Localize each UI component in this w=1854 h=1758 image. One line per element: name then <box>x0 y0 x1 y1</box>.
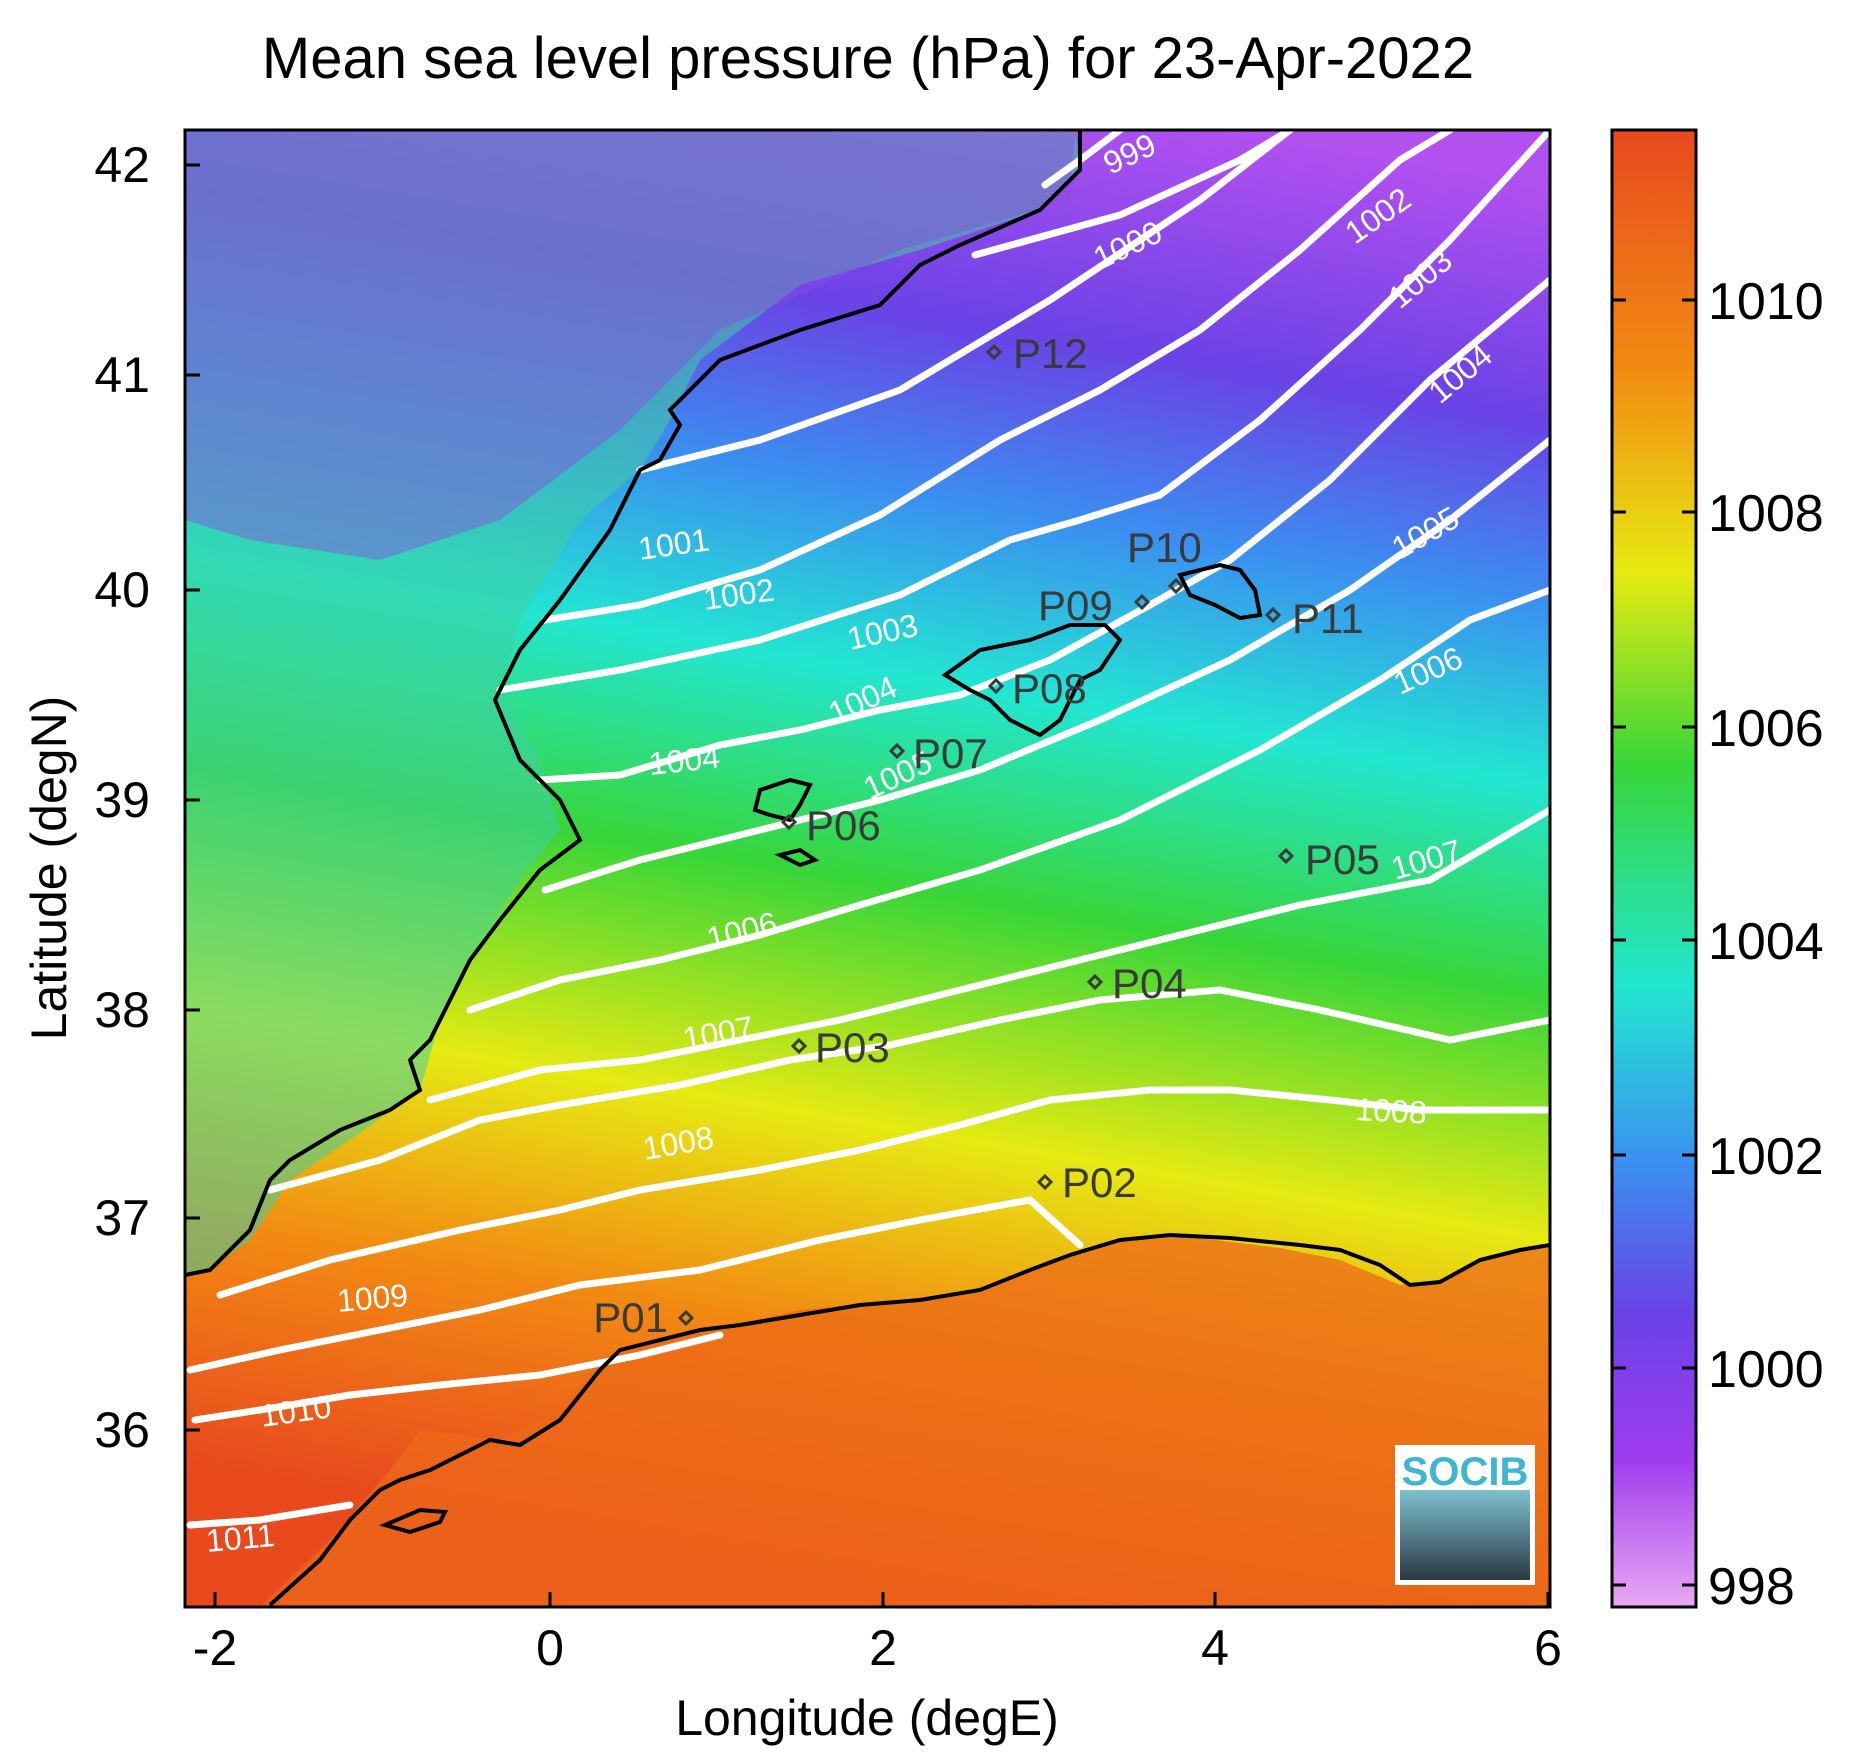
colorbar-tick-label: 998 <box>1708 1558 1795 1616</box>
y-tick-label: 41 <box>94 347 150 403</box>
socib-logo: SOCIB <box>1395 1445 1535 1585</box>
x-tick-label: 0 <box>536 1620 564 1676</box>
logo-text: SOCIB <box>1402 1450 1529 1494</box>
colorbar-ticks: 1010 1008 1006 1004 1002 1000 998 <box>1612 273 1824 1616</box>
station-marker <box>1264 606 1282 624</box>
x-tick-label: 2 <box>869 1620 897 1676</box>
station-label: P03 <box>815 1024 890 1071</box>
contour-label: 1011 <box>204 1517 276 1559</box>
y-axis-label: Latitude (degN) <box>21 696 77 1041</box>
station-p07: P07 <box>888 730 988 777</box>
y-tick-label: 38 <box>94 982 150 1038</box>
station-p04: P04 <box>1086 960 1187 1007</box>
station-marker <box>790 1037 808 1055</box>
stations: P01 P02 P03 P04 P05 P06 P07 P08 <box>593 330 1379 1341</box>
station-label: P11 <box>1292 595 1364 642</box>
station-marker <box>780 813 798 831</box>
station-label: P10 <box>1127 524 1202 571</box>
station-p09: P09 <box>1038 582 1151 629</box>
station-marker <box>1277 847 1295 865</box>
x-axis: -2 0 2 4 6 <box>193 1592 1562 1676</box>
logo-wave-image <box>1400 1490 1530 1580</box>
x-tick-label: 6 <box>1534 1620 1562 1676</box>
station-marker <box>1167 577 1185 595</box>
station-p03: P03 <box>790 1024 890 1071</box>
station-marker <box>677 1309 695 1327</box>
station-marker <box>1036 1173 1054 1191</box>
station-label: P04 <box>1112 960 1187 1007</box>
station-p06: P06 <box>780 802 881 849</box>
colorbar-tick-label: 1010 <box>1708 273 1824 331</box>
north-africa-land-shading <box>260 1235 1550 1607</box>
colorbar-tick-label: 1000 <box>1708 1341 1824 1399</box>
contour-label: 1009 <box>335 1277 409 1319</box>
x-tick-label: -2 <box>193 1620 237 1676</box>
station-marker <box>985 343 1003 361</box>
colorbar-tick-label: 1002 <box>1708 1128 1824 1186</box>
x-axis-label: Longitude (degE) <box>675 1690 1059 1746</box>
y-tick-label: 42 <box>94 137 150 193</box>
colorbar-tick-label: 1004 <box>1708 913 1824 971</box>
northeast-land-shading <box>185 130 1075 560</box>
iberia-land-shading <box>185 130 1080 1275</box>
isobar-lines <box>186 130 1550 1529</box>
station-label: P01 <box>593 1294 668 1341</box>
station-label: P05 <box>1305 836 1380 883</box>
y-tick-label: 37 <box>94 1190 150 1246</box>
y-axis: 42 41 40 39 38 37 36 <box>94 137 200 1458</box>
chart-title: Mean sea level pressure (hPa) for 23-Apr… <box>262 26 1474 91</box>
station-p11: P11 <box>1264 595 1364 642</box>
station-label: P06 <box>806 802 881 849</box>
x-tick-label: 4 <box>1201 1620 1229 1676</box>
y-tick-label: 36 <box>94 1402 150 1458</box>
colorbar-ramp <box>1610 128 1698 1609</box>
y-tick-label: 39 <box>94 772 150 828</box>
station-marker <box>888 742 906 760</box>
station-marker <box>987 677 1005 695</box>
station-label: P09 <box>1038 582 1113 629</box>
station-label: P12 <box>1013 330 1088 377</box>
station-label: P07 <box>913 730 988 777</box>
station-marker <box>1086 973 1104 991</box>
plot-frame <box>183 128 1552 1609</box>
station-p01: P01 <box>593 1294 695 1341</box>
station-marker <box>1133 593 1151 611</box>
station-p02: P02 <box>1036 1159 1137 1206</box>
map-plot-area <box>185 130 1550 1607</box>
contour-label: 1004 <box>647 739 722 782</box>
station-label: P02 <box>1062 1159 1137 1206</box>
coastlines <box>185 130 1550 1607</box>
station-label: P08 <box>1012 665 1087 712</box>
station-p12: P12 <box>985 330 1088 377</box>
station-p08: P08 <box>987 665 1087 712</box>
colorbar-tick-label: 1008 <box>1708 485 1824 543</box>
colorbar: 1010 1008 1006 1004 1002 1000 998 <box>1610 128 1824 1616</box>
y-tick-label: 40 <box>94 562 150 618</box>
contour-label: 1008 <box>1355 1091 1428 1131</box>
colorbar-tick-label: 1006 <box>1708 700 1824 758</box>
station-p10: P10 <box>1127 524 1202 595</box>
station-p05: P05 <box>1277 836 1380 883</box>
